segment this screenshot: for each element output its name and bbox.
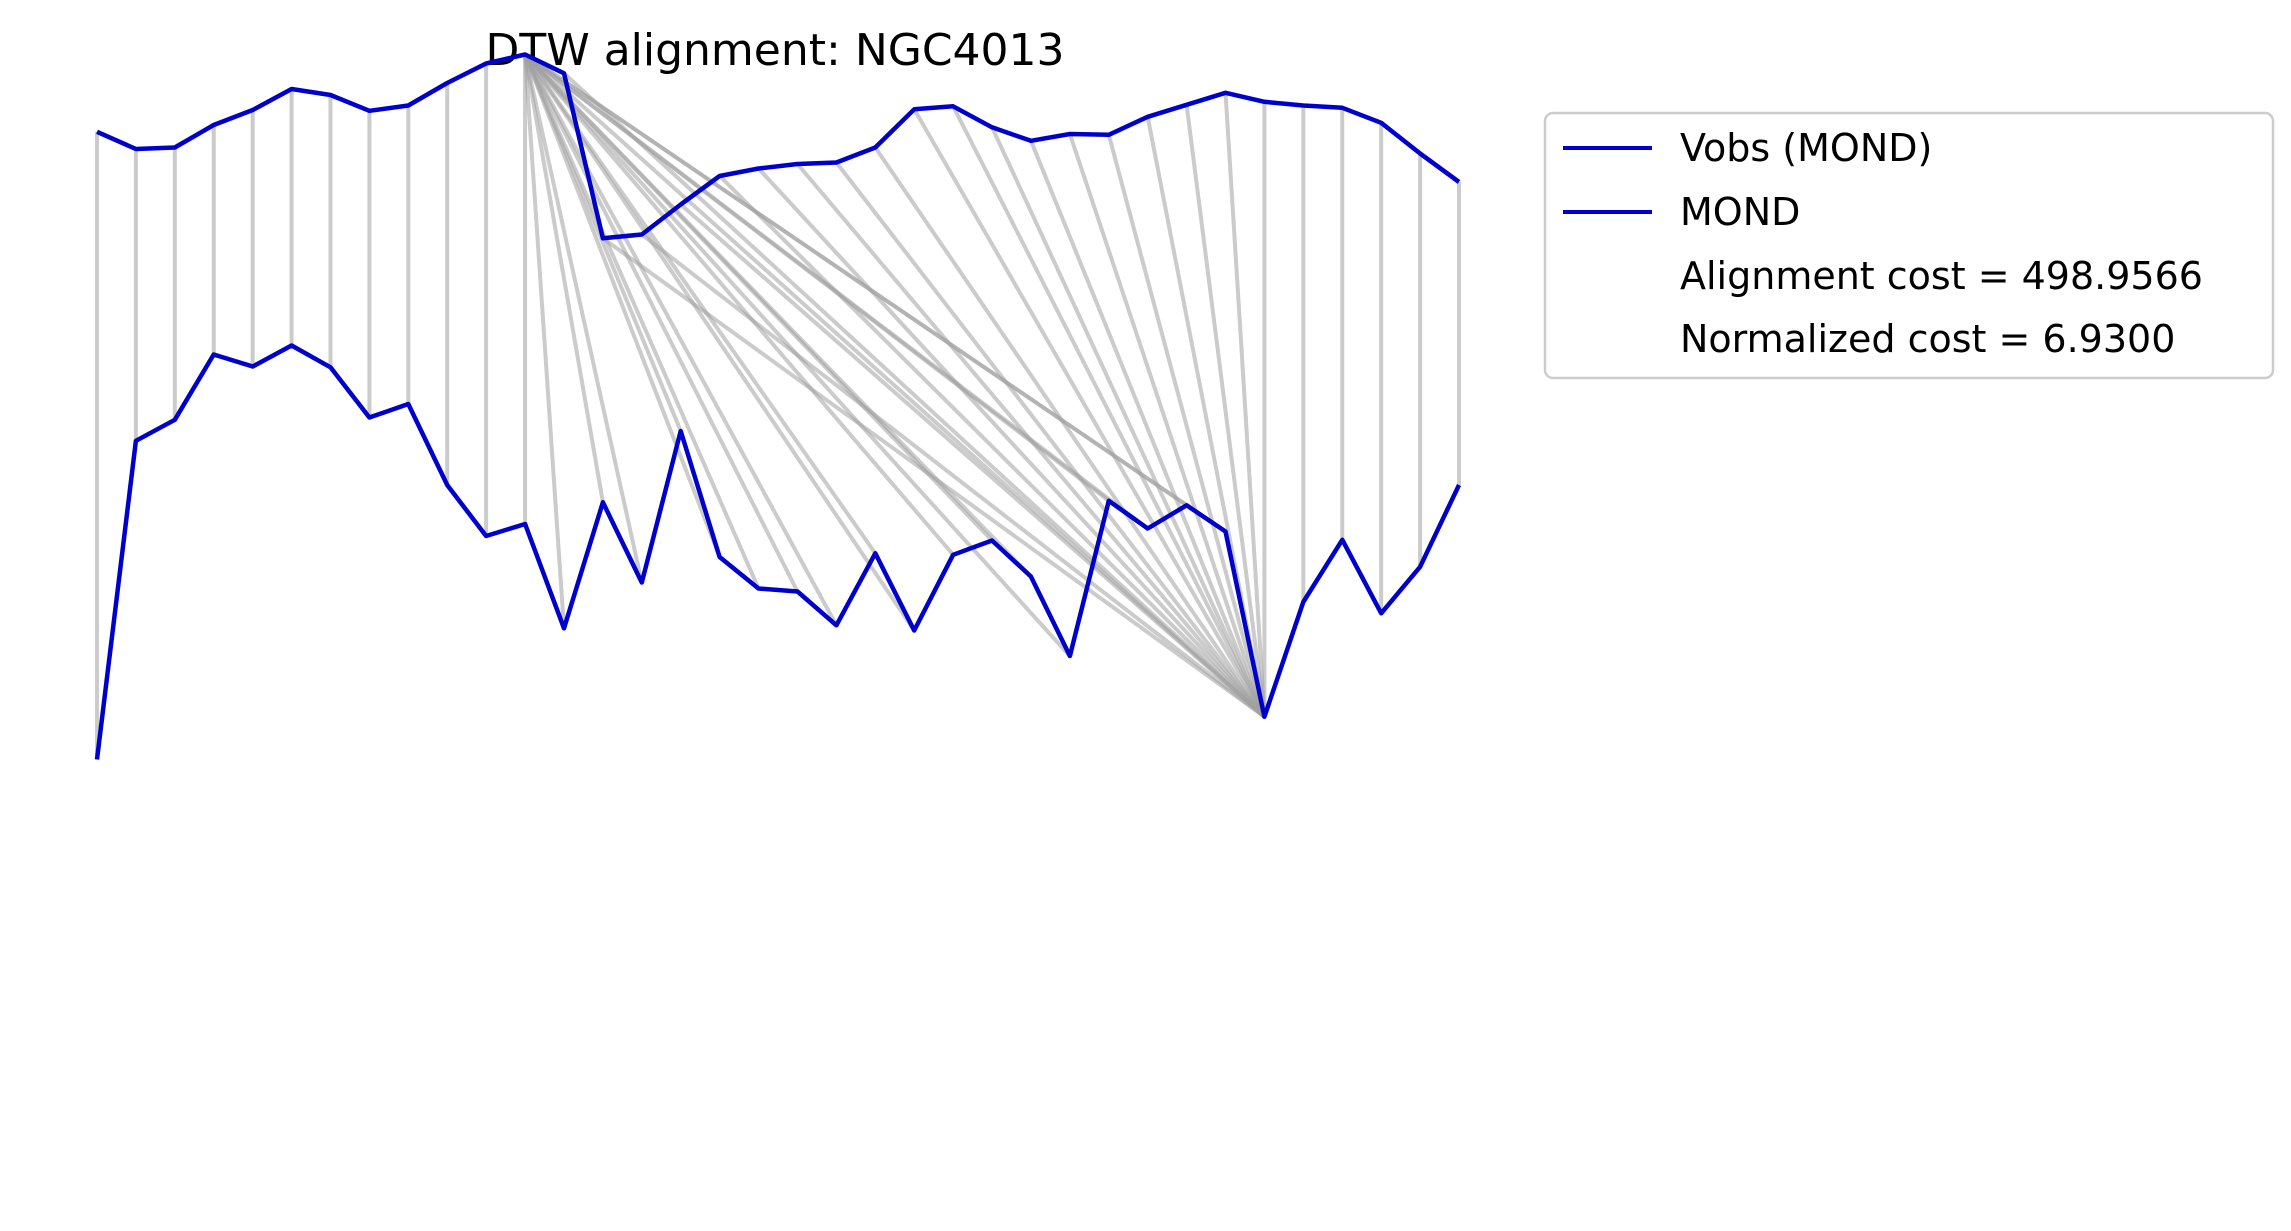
alignment-link	[523, 53, 839, 627]
alignment-link	[1223, 92, 1267, 717]
alignment-link	[523, 53, 955, 557]
alignment-link	[523, 53, 916, 632]
alignment-link	[523, 53, 722, 558]
alignment-link	[912, 108, 1267, 718]
alignment-link	[523, 53, 761, 590]
alignment-link	[601, 236, 1266, 719]
alignment-link	[757, 167, 1266, 719]
series-lines	[94, 52, 1462, 760]
alignment-links	[95, 52, 1461, 760]
alignment-link	[795, 162, 1266, 719]
legend-text-normalized-cost: Normalized cost = 6.9300	[1680, 317, 2175, 361]
alignment-link	[562, 71, 1266, 719]
legend-label-vobs: Vobs (MOND)	[1680, 126, 1932, 170]
alignment-link	[834, 161, 1267, 718]
alignment-link	[523, 54, 566, 629]
legend-label-mond: MOND	[1680, 190, 1800, 234]
legend: Vobs (MOND) MOND Alignment cost = 498.95…	[1543, 111, 2275, 380]
alignment-link	[523, 54, 644, 583]
series-line-mond	[94, 343, 1462, 760]
alignment-link	[1029, 139, 1267, 718]
alignment-link	[679, 202, 1266, 719]
alignment-link	[523, 53, 800, 593]
alignment-link	[640, 232, 1266, 719]
legend-text-alignment-cost: Alignment cost = 498.9566	[1680, 254, 2203, 298]
alignment-link	[718, 174, 1266, 719]
series-line-vobs-mond	[96, 52, 1461, 241]
alignment-link	[1184, 104, 1267, 718]
alignment-link	[523, 53, 1033, 578]
legend-frame	[1543, 111, 2275, 380]
alignment-link	[873, 146, 1267, 718]
alignment-link	[951, 105, 1267, 718]
alignment-link	[990, 126, 1267, 718]
chart-title: DTW alignment: NGC4013	[485, 25, 1064, 76]
alignment-link	[1067, 133, 1267, 718]
alignment-link	[1106, 134, 1267, 718]
alignment-link	[523, 54, 605, 503]
